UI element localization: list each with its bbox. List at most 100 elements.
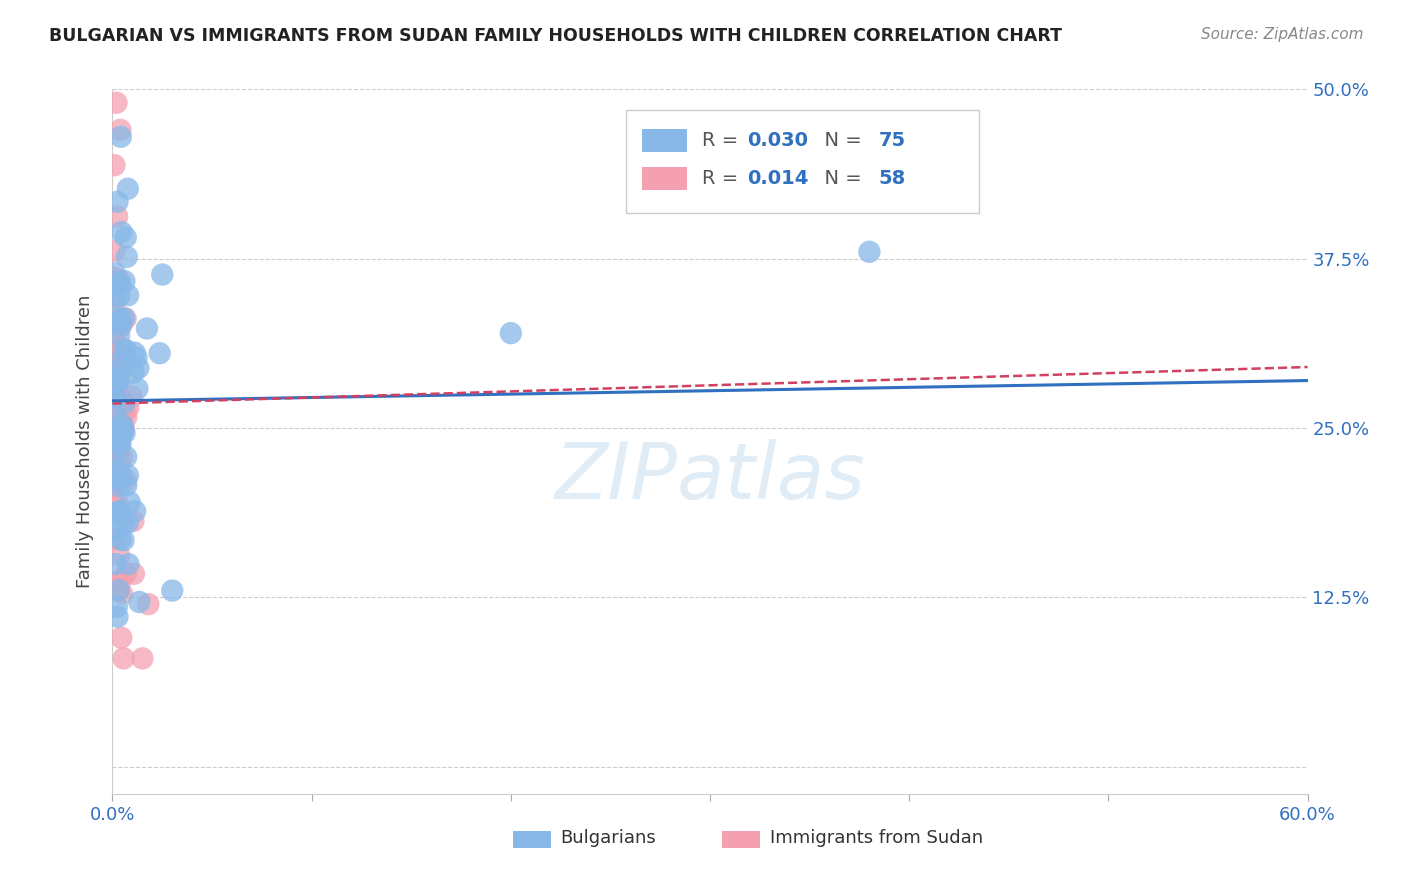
Point bbox=[105, 376, 128, 390]
Point bbox=[105, 377, 128, 392]
Point bbox=[112, 311, 135, 326]
Point bbox=[104, 523, 127, 537]
Point bbox=[115, 343, 138, 357]
Point bbox=[122, 366, 145, 380]
Text: 0.030: 0.030 bbox=[747, 131, 808, 150]
Point bbox=[108, 444, 131, 458]
Point bbox=[103, 532, 125, 546]
Point bbox=[103, 343, 125, 357]
Point bbox=[114, 473, 136, 487]
Text: N =: N = bbox=[811, 131, 868, 150]
Point bbox=[127, 361, 149, 376]
Point bbox=[103, 479, 125, 493]
Point bbox=[103, 278, 125, 293]
Point bbox=[117, 468, 139, 483]
Point bbox=[105, 95, 128, 110]
Point bbox=[103, 383, 125, 397]
Point bbox=[104, 506, 127, 520]
Point bbox=[131, 651, 153, 665]
FancyBboxPatch shape bbox=[643, 168, 688, 190]
Point bbox=[108, 549, 131, 563]
Point bbox=[104, 389, 127, 403]
Point bbox=[110, 311, 132, 326]
Text: 75: 75 bbox=[879, 131, 905, 150]
Point bbox=[103, 438, 125, 452]
FancyBboxPatch shape bbox=[643, 129, 688, 152]
Point bbox=[117, 288, 139, 302]
Point bbox=[110, 123, 132, 137]
Point bbox=[105, 500, 128, 515]
Point bbox=[122, 566, 145, 581]
Point bbox=[117, 182, 139, 196]
Point bbox=[103, 407, 125, 421]
Point bbox=[108, 273, 131, 287]
FancyBboxPatch shape bbox=[723, 831, 761, 848]
Point bbox=[115, 478, 138, 492]
Point bbox=[108, 456, 131, 470]
Point bbox=[108, 583, 131, 598]
Text: Source: ZipAtlas.com: Source: ZipAtlas.com bbox=[1201, 27, 1364, 42]
Point bbox=[108, 328, 131, 343]
Point bbox=[111, 450, 134, 465]
Point bbox=[110, 225, 132, 239]
Point bbox=[107, 479, 129, 493]
Point bbox=[103, 244, 125, 258]
Point bbox=[121, 390, 143, 404]
Point bbox=[107, 474, 129, 488]
Point bbox=[108, 422, 131, 436]
Point bbox=[112, 517, 135, 532]
Point bbox=[114, 311, 136, 326]
Point bbox=[103, 429, 125, 443]
Point bbox=[103, 300, 125, 314]
Point bbox=[108, 504, 131, 518]
Text: N =: N = bbox=[811, 169, 868, 188]
Point bbox=[127, 382, 149, 396]
Point bbox=[111, 359, 134, 374]
Point bbox=[110, 129, 132, 144]
Point bbox=[105, 392, 128, 406]
Point bbox=[103, 291, 125, 305]
Point bbox=[149, 346, 172, 360]
Point bbox=[112, 396, 135, 410]
Point bbox=[103, 391, 125, 405]
Point bbox=[105, 311, 128, 326]
Point bbox=[122, 514, 145, 528]
Point bbox=[111, 586, 134, 600]
Point bbox=[104, 557, 127, 571]
Point bbox=[499, 326, 522, 340]
Point bbox=[115, 450, 138, 464]
Point bbox=[104, 464, 127, 478]
Point bbox=[112, 422, 135, 436]
Point bbox=[108, 434, 131, 449]
Y-axis label: Family Households with Children: Family Households with Children bbox=[76, 295, 94, 588]
Point bbox=[112, 343, 135, 357]
Point bbox=[136, 321, 159, 335]
Text: 58: 58 bbox=[879, 169, 905, 188]
Point bbox=[128, 595, 150, 609]
Point bbox=[104, 471, 127, 485]
Point bbox=[107, 277, 129, 291]
Point bbox=[117, 557, 139, 571]
Point bbox=[858, 244, 880, 259]
Point bbox=[112, 350, 135, 364]
Point bbox=[104, 266, 127, 280]
Point bbox=[111, 421, 134, 435]
Point bbox=[103, 428, 125, 442]
Point bbox=[105, 575, 128, 590]
FancyBboxPatch shape bbox=[513, 831, 551, 848]
Point bbox=[110, 437, 132, 451]
Point bbox=[110, 574, 132, 588]
Point bbox=[110, 533, 132, 547]
Text: Bulgarians: Bulgarians bbox=[561, 830, 657, 847]
Point bbox=[110, 631, 132, 645]
Point bbox=[108, 289, 131, 303]
Point bbox=[112, 651, 135, 665]
Point bbox=[112, 419, 135, 434]
Point bbox=[110, 318, 132, 333]
Point bbox=[105, 426, 128, 441]
Point bbox=[103, 400, 125, 414]
Point bbox=[103, 352, 125, 367]
Point bbox=[110, 318, 132, 332]
Point bbox=[108, 320, 131, 334]
Point bbox=[124, 504, 146, 518]
